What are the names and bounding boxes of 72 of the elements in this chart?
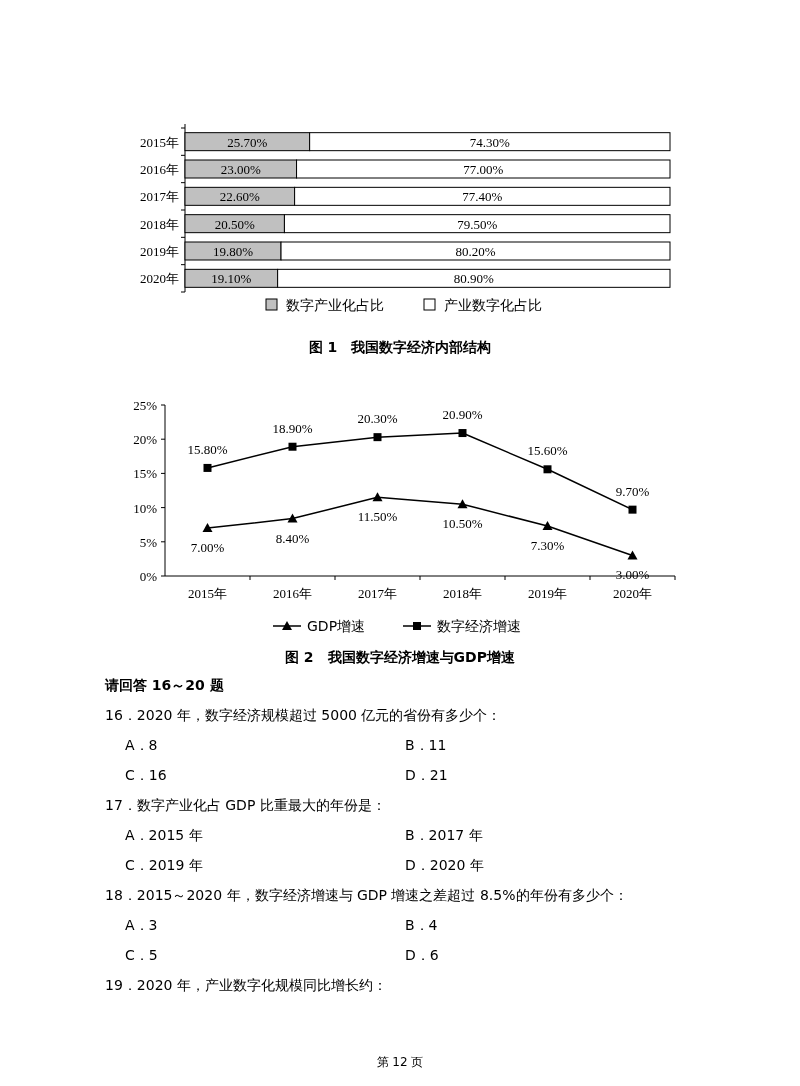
text: 第 12 页	[376, 1055, 424, 1069]
text: 19．2020 年，产业数字化规模同比增长约：	[105, 977, 387, 993]
data-label: 23.00%	[220, 162, 261, 177]
data-label: 77.40%	[462, 189, 503, 205]
x-tick-label: 2019年	[528, 586, 567, 601]
point	[288, 442, 297, 451]
data-label: 8.40%	[275, 530, 310, 546]
x-tick-label: 2017年	[358, 586, 397, 601]
text: A．2015 年 B．2017 年	[125, 827, 483, 843]
legend-label: 产业数字化占比	[444, 297, 542, 313]
data-label: 79.50%	[457, 216, 498, 232]
text: 图 1 我国数字经济内部结构	[308, 339, 492, 355]
text: 16．2020 年，数字经济规模超过 5000 亿元的省份有多少个：	[105, 707, 502, 723]
y-tick-label: 10%	[133, 500, 158, 516]
data-label: 80.20%	[455, 244, 496, 259]
data-label: 25.70%	[227, 134, 268, 150]
data-label: 9.70%	[615, 483, 650, 499]
x-tick-label: 2015年	[188, 586, 227, 601]
y-tick-label: 2019年	[140, 244, 179, 259]
text: C．5 D．6	[125, 947, 439, 963]
data-label: 11.50%	[357, 509, 398, 525]
data-label: 15.60%	[527, 443, 568, 459]
x-tick-label: 2016年	[273, 586, 312, 601]
point	[458, 429, 467, 438]
data-label: 22.60%	[219, 189, 261, 205]
data-label: 18.90%	[272, 420, 313, 436]
text: 18．2015～2020 年，数字经济增速与 GDP 增速之差超过 8.5%的年份有多少个：	[105, 887, 628, 903]
y-tick-label: 15%	[133, 466, 158, 482]
y-tick-label: 2017年	[140, 189, 179, 205]
point	[543, 465, 552, 474]
point	[542, 521, 553, 531]
point	[287, 513, 298, 523]
text: A．3 B．4	[125, 917, 438, 933]
data-label: 74.30%	[469, 134, 511, 150]
point	[372, 492, 383, 502]
point	[457, 499, 468, 509]
data-label: 20.30%	[357, 411, 398, 427]
point	[203, 463, 212, 472]
text: 请回答 16～20 题	[104, 677, 224, 693]
legend-label: 数字经济增速	[437, 618, 521, 634]
data-label: 15.80%	[187, 441, 228, 457]
y-tick-label: 2016年	[140, 162, 179, 177]
x-tick-label: 2020年	[613, 586, 652, 601]
y-tick-label: 2020年	[140, 271, 179, 287]
data-label: 20.50%	[214, 216, 255, 232]
legend-label: GDP增速	[307, 618, 366, 634]
y-tick-label: 25%	[133, 398, 158, 413]
data-label: 77.00%	[463, 162, 504, 177]
y-tick-label: 2018年	[140, 216, 179, 232]
x-tick-label: 2018年	[443, 586, 482, 601]
y-tick-label: 0%	[139, 569, 158, 584]
text: A．8 B．11	[125, 737, 447, 753]
data-label: 7.00%	[190, 540, 225, 556]
y-tick-label: 20%	[133, 432, 158, 448]
text: 17．数字产业化占 GDP 比重最大的年份是：	[105, 797, 386, 813]
point	[373, 433, 382, 442]
point	[627, 550, 638, 560]
data-label: 3.00%	[615, 567, 650, 583]
data-label: 7.30%	[530, 538, 565, 554]
data-label: 19.80%	[212, 244, 254, 259]
text: 图 2 我国数字经济增速与GDP增速	[285, 649, 516, 665]
data-label: 19.10%	[211, 271, 252, 287]
point	[202, 523, 213, 533]
data-label: 20.90%	[442, 407, 483, 423]
legend-label: 数字产业化占比	[286, 297, 384, 313]
data-label: 80.90%	[453, 271, 495, 287]
text: C．2019 年 D．2020 年	[125, 857, 484, 873]
point	[628, 505, 637, 514]
data-label: 10.50%	[442, 516, 483, 532]
y-tick-label: 2015年	[140, 134, 179, 150]
text: C．16 D．21	[125, 767, 448, 783]
y-tick-label: 5%	[139, 534, 158, 550]
